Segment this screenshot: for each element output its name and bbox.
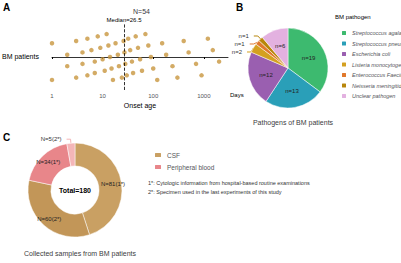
svg-text:N=60(2*): N=60(2*) xyxy=(37,216,61,222)
svg-text:BM pathogen: BM pathogen xyxy=(335,14,371,20)
svg-text:Streptococcus pneumoniae: Streptococcus pneumoniae xyxy=(352,41,401,47)
svg-text:n=19: n=19 xyxy=(302,55,316,61)
svg-text:N=81(1*): N=81(1*) xyxy=(101,181,125,187)
svg-text:CSF: CSF xyxy=(167,152,180,159)
svg-text:Escherichia coli: Escherichia coli xyxy=(352,51,391,57)
svg-text:Pathogens of BM patients: Pathogens of BM patients xyxy=(253,119,334,127)
svg-text:100: 100 xyxy=(148,93,159,99)
svg-text:Median=26.5: Median=26.5 xyxy=(107,17,143,23)
svg-text:10: 10 xyxy=(99,93,106,99)
svg-text:Neisseria meningitidis: Neisseria meningitidis xyxy=(352,83,401,89)
svg-text:N=54: N=54 xyxy=(133,8,150,15)
svg-text:A: A xyxy=(3,2,10,13)
svg-text:N=34(1*): N=34(1*) xyxy=(36,159,60,165)
svg-text:Unclear pathogen: Unclear pathogen xyxy=(352,93,395,99)
svg-text:n=12: n=12 xyxy=(259,72,273,78)
svg-text:N=5(2*): N=5(2*) xyxy=(41,136,62,142)
svg-text:n=1: n=1 xyxy=(239,33,250,39)
svg-text:1: 1 xyxy=(50,93,54,99)
svg-text:n=6: n=6 xyxy=(275,43,286,49)
svg-text:Total=180: Total=180 xyxy=(59,187,91,194)
svg-text:1*: Cytologic information from: 1*: Cytologic information from hospital-… xyxy=(148,180,310,186)
svg-text:Collected samples from BM pati: Collected samples from BM patients xyxy=(24,250,137,258)
svg-text:Peripheral blood: Peripheral blood xyxy=(167,164,215,172)
svg-text:Enterococcus Faecium: Enterococcus Faecium xyxy=(352,72,401,78)
svg-text:C: C xyxy=(3,132,10,143)
svg-text:B: B xyxy=(236,2,243,13)
svg-text:n=1: n=1 xyxy=(235,41,246,47)
svg-text:BM patients: BM patients xyxy=(2,53,39,61)
svg-text:1000: 1000 xyxy=(197,93,211,99)
svg-text:Days: Days xyxy=(230,92,244,98)
svg-text:Listeria monocytogenes: Listeria monocytogenes xyxy=(352,62,401,68)
svg-text:n=2: n=2 xyxy=(232,49,243,55)
svg-text:2*: Specimen used in the last: 2*: Specimen used in the last experiment… xyxy=(148,189,282,195)
svg-text:n=13: n=13 xyxy=(285,88,299,94)
svg-text:Onset age: Onset age xyxy=(124,102,156,110)
svg-text:Streptococcus agalactiae: Streptococcus agalactiae xyxy=(352,30,401,36)
